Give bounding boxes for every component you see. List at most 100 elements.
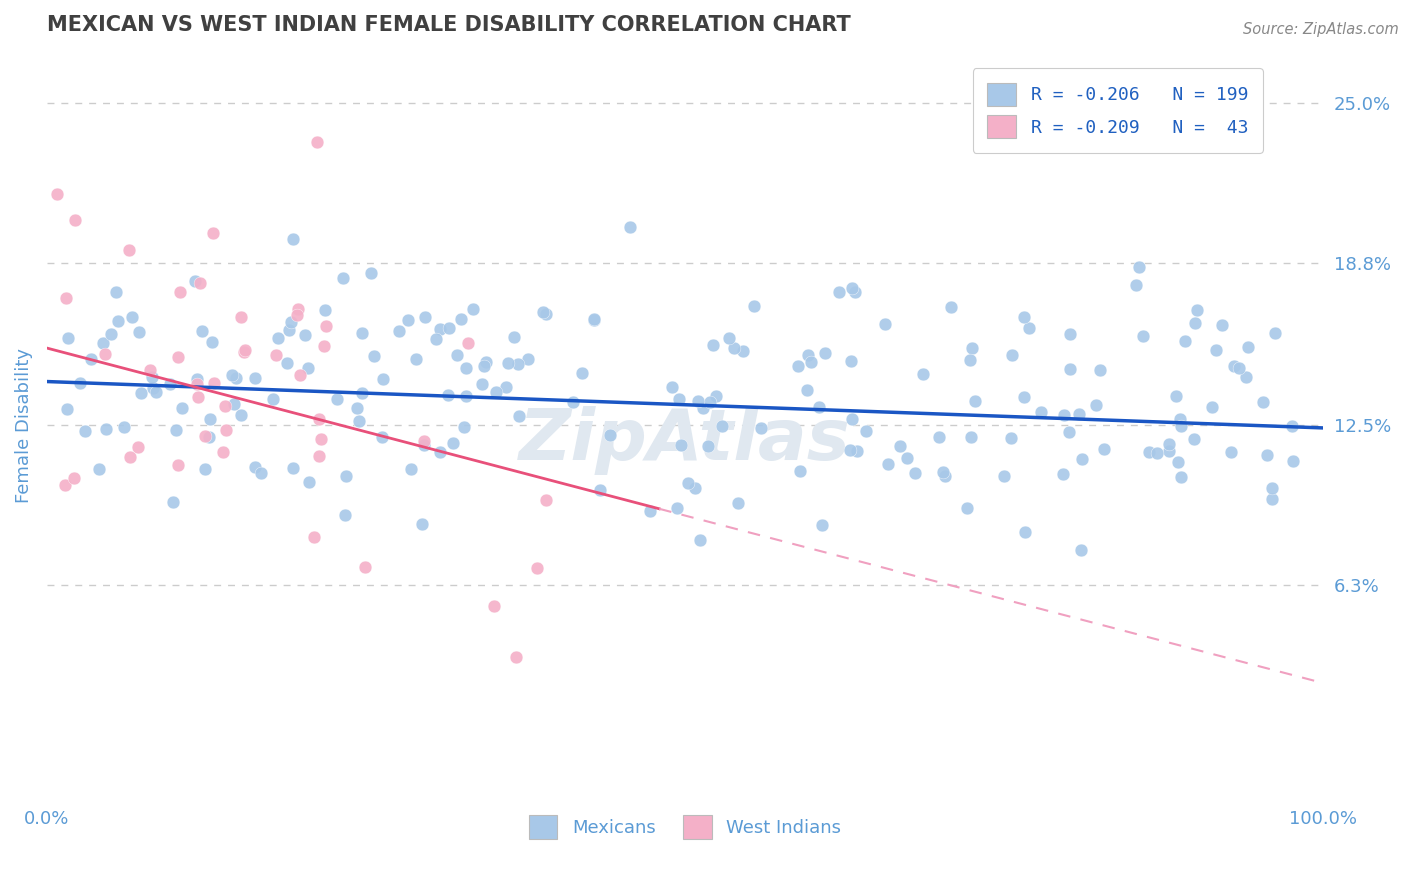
Point (1092, 442, 1115, 456)
Point (1201, 401, 1223, 415)
Point (55, 291, 77, 305)
Point (281, 460, 304, 475)
Point (844, 285, 866, 300)
Text: Source: ZipAtlas.com: Source: ZipAtlas.com (1243, 22, 1399, 37)
Point (105, 285, 128, 299)
Point (841, 280, 863, 294)
Point (1057, 425, 1080, 439)
Point (1052, 467, 1074, 481)
Point (221, 368, 243, 383)
Point (429, 321, 451, 335)
Point (456, 389, 478, 403)
Point (214, 399, 236, 413)
Point (162, 494, 184, 508)
Point (1069, 407, 1091, 421)
Point (941, 301, 963, 315)
Point (215, 423, 238, 437)
Point (165, 423, 187, 437)
Point (425, 332, 447, 346)
Point (516, 352, 538, 367)
Point (692, 401, 714, 415)
Point (187, 390, 209, 404)
Point (1059, 326, 1081, 341)
Point (243, 371, 266, 385)
Point (120, 450, 142, 464)
Point (1001, 349, 1024, 363)
Point (233, 343, 256, 358)
Point (810, 517, 832, 532)
Point (167, 350, 190, 364)
Point (262, 392, 284, 406)
Point (266, 348, 288, 362)
Point (1219, 445, 1241, 459)
Point (723, 341, 745, 355)
Point (142, 381, 165, 395)
Point (309, 432, 332, 446)
Point (297, 361, 319, 376)
Point (346, 401, 368, 416)
Point (1234, 370, 1257, 384)
Point (1157, 437, 1180, 451)
Point (354, 560, 377, 574)
Point (332, 271, 354, 285)
Point (733, 343, 755, 358)
Point (841, 412, 863, 426)
Point (437, 388, 460, 402)
Point (727, 496, 749, 510)
Point (471, 376, 494, 391)
Point (335, 468, 357, 483)
Point (889, 439, 911, 453)
Point (399, 462, 422, 476)
Point (1031, 404, 1053, 418)
Point (429, 444, 451, 458)
Point (58, 331, 80, 345)
Point (685, 481, 707, 495)
Point (960, 430, 983, 444)
Y-axis label: Female Disability: Female Disability (15, 348, 32, 503)
Point (315, 318, 337, 333)
Point (87, 462, 110, 476)
Point (561, 395, 583, 409)
Point (531, 305, 554, 319)
Point (1084, 398, 1107, 412)
Point (1281, 419, 1303, 434)
Point (1012, 390, 1035, 404)
Point (583, 313, 606, 327)
Point (485, 385, 508, 400)
Point (839, 354, 862, 368)
Point (959, 353, 981, 368)
Point (534, 492, 557, 507)
Point (363, 349, 385, 363)
Point (904, 466, 927, 480)
Point (571, 366, 593, 380)
Point (159, 377, 181, 392)
Point (796, 383, 818, 397)
Point (141, 370, 163, 384)
Point (250, 466, 273, 480)
Point (1157, 444, 1180, 458)
Point (638, 504, 661, 518)
Point (298, 475, 321, 489)
Point (453, 419, 475, 434)
Point (828, 285, 851, 299)
Point (702, 338, 724, 352)
Point (808, 400, 831, 414)
Point (75, 425, 97, 439)
Point (1205, 343, 1227, 357)
Point (751, 421, 773, 435)
Point (112, 420, 135, 434)
Point (934, 468, 956, 483)
Point (718, 331, 741, 345)
Point (194, 429, 217, 443)
Point (1256, 448, 1278, 462)
Point (193, 462, 215, 476)
Point (1000, 431, 1022, 445)
Point (1018, 321, 1040, 335)
Point (1128, 260, 1150, 275)
Point (183, 274, 205, 288)
Point (118, 243, 141, 257)
Point (800, 355, 823, 369)
Point (666, 501, 689, 516)
Point (45, 186, 67, 201)
Point (704, 389, 727, 403)
